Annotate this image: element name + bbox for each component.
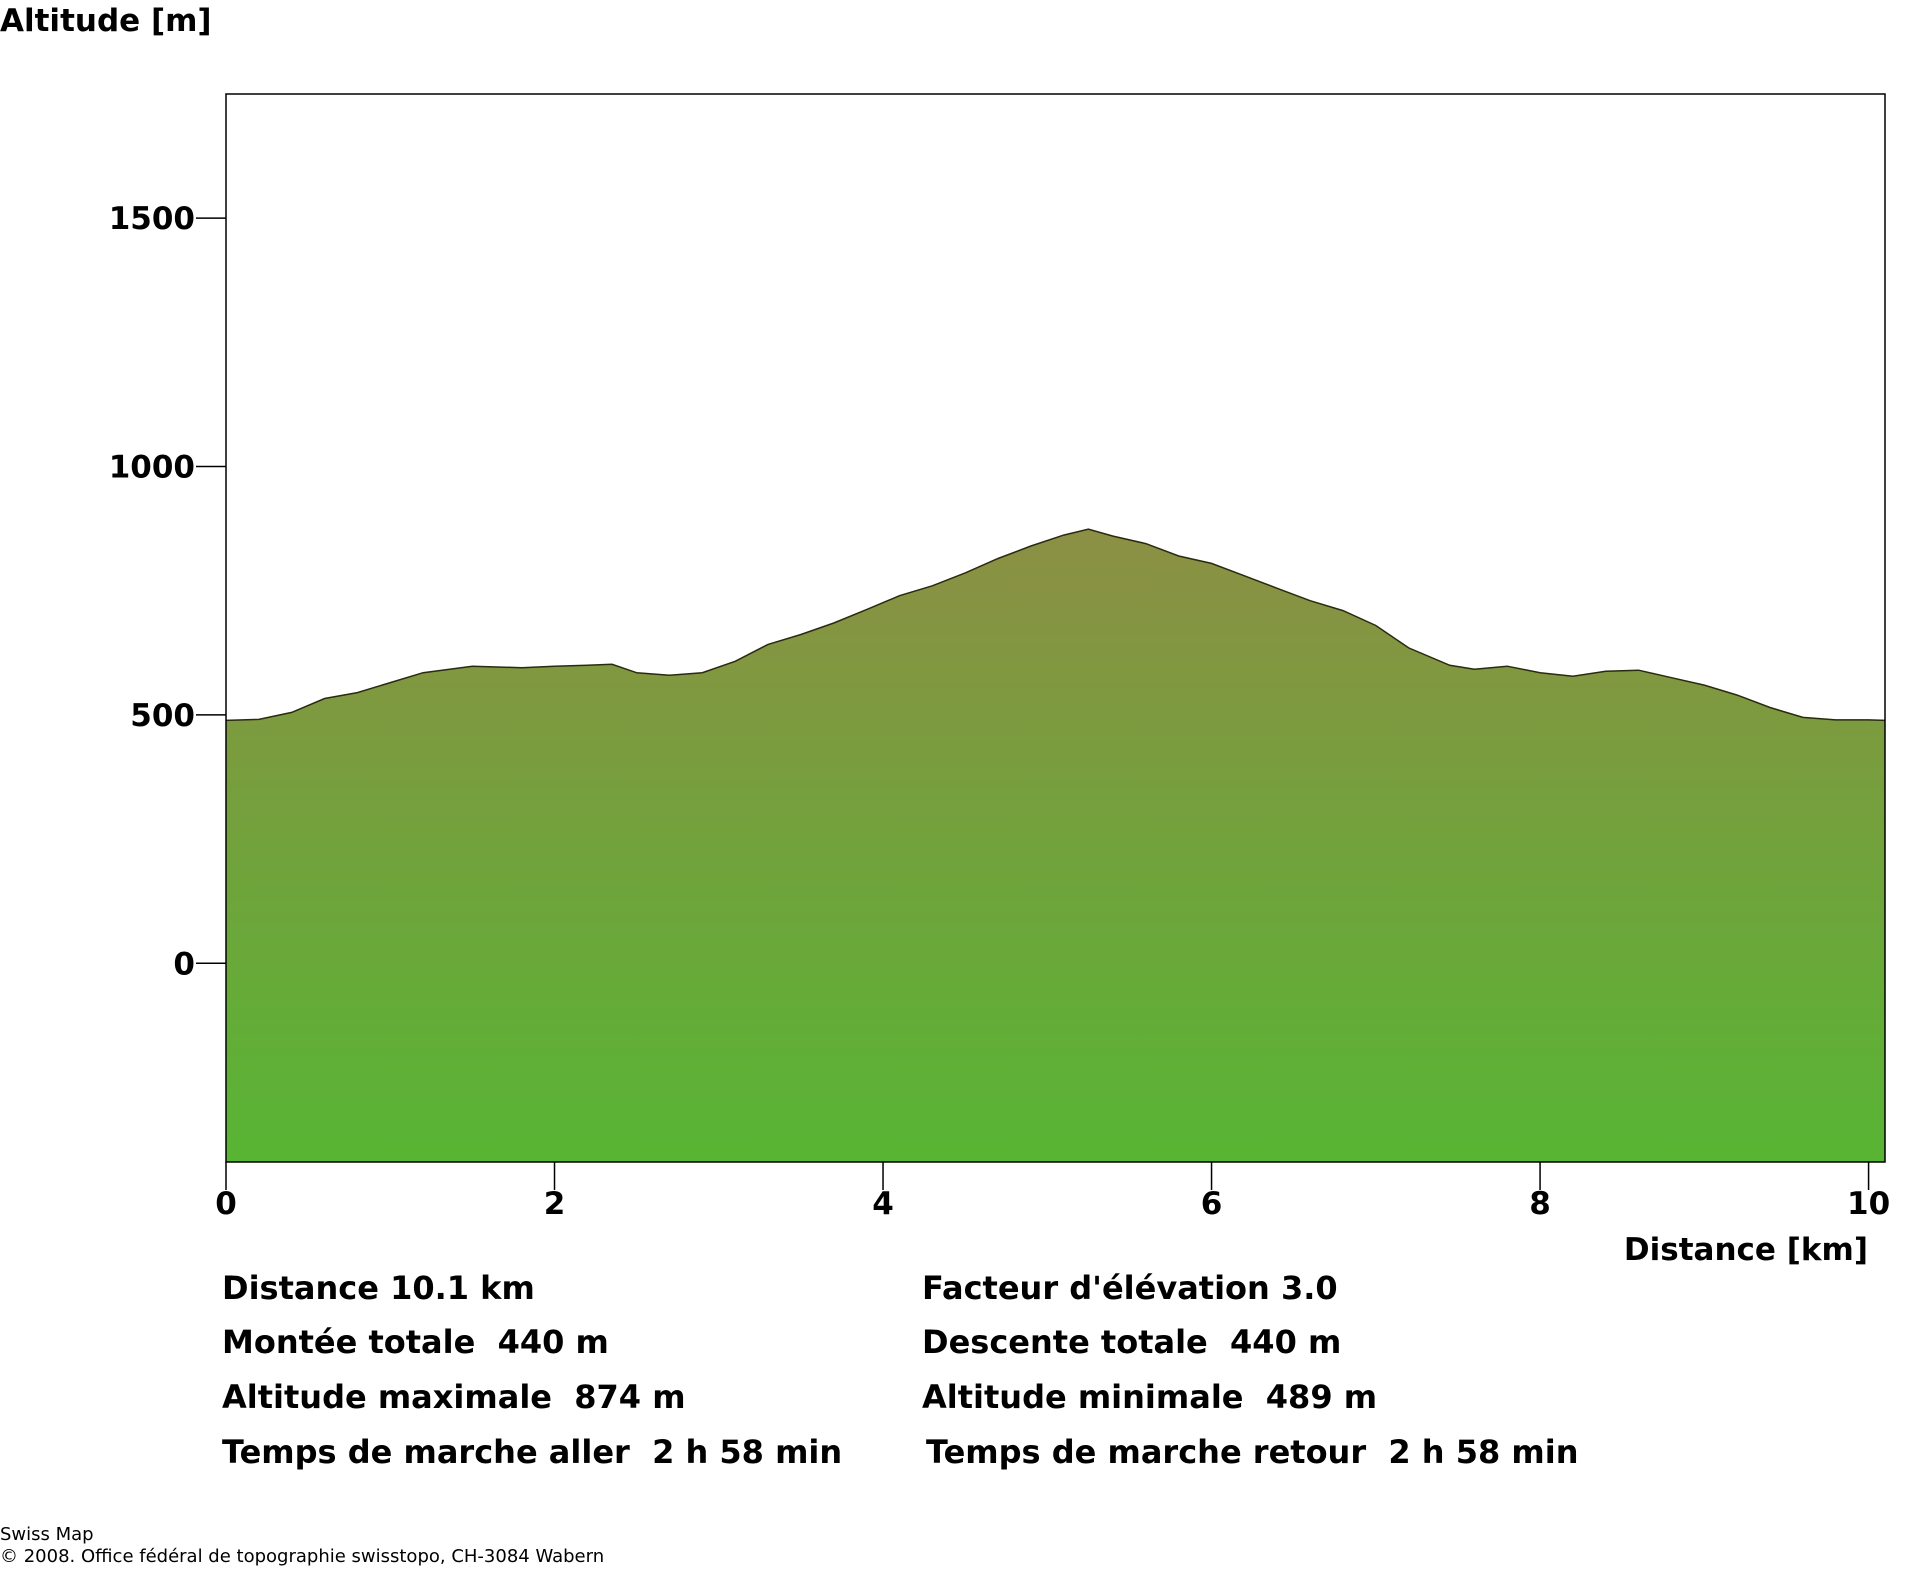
y-tick-label: 1500 [109, 201, 195, 237]
elevation-area [226, 529, 1885, 1162]
x-axis: 0 2 4 6 8 10 [215, 1162, 1890, 1222]
y-tick-label: 1000 [109, 450, 195, 486]
x-tick-label: 0 [215, 1186, 237, 1222]
x-tick-label: 4 [872, 1186, 894, 1222]
y-tick-label: 500 [130, 698, 195, 734]
stat-total-ascent: Montée totale 440 m [222, 1323, 609, 1361]
stat-min-altitude: Altitude minimale 489 m [922, 1378, 1378, 1416]
elevation-profile-line [225, 528, 1886, 722]
x-tick-label: 8 [1529, 1186, 1551, 1222]
stat-total-descent: Descente totale 440 m [922, 1323, 1342, 1361]
y-axis: 0 500 1000 1500 [109, 201, 226, 982]
plot-frame [225, 93, 1886, 1163]
x-tick-label: 2 [544, 1186, 566, 1222]
stat-elevation-factor: Facteur d'élévation 3.0 [922, 1269, 1338, 1307]
credit-copyright: © 2008. Office fédéral de topographie sw… [0, 1546, 605, 1567]
y-axis-title: Altitude [m] [0, 3, 212, 39]
stat-walking-time-back: Temps de marche retour 2 h 58 min [926, 1433, 1579, 1471]
y-tick-label: 0 [173, 946, 195, 982]
x-tick-label: 10 [1847, 1186, 1890, 1222]
stat-walking-time-out: Temps de marche aller 2 h 58 min [222, 1433, 843, 1471]
x-axis-title: Distance [km] [1624, 1232, 1868, 1268]
x-tick-label: 6 [1201, 1186, 1223, 1222]
credit-title: Swiss Map [0, 1524, 94, 1545]
stat-max-altitude: Altitude maximale 874 m [222, 1378, 686, 1416]
stat-distance: Distance 10.1 km [222, 1269, 535, 1307]
